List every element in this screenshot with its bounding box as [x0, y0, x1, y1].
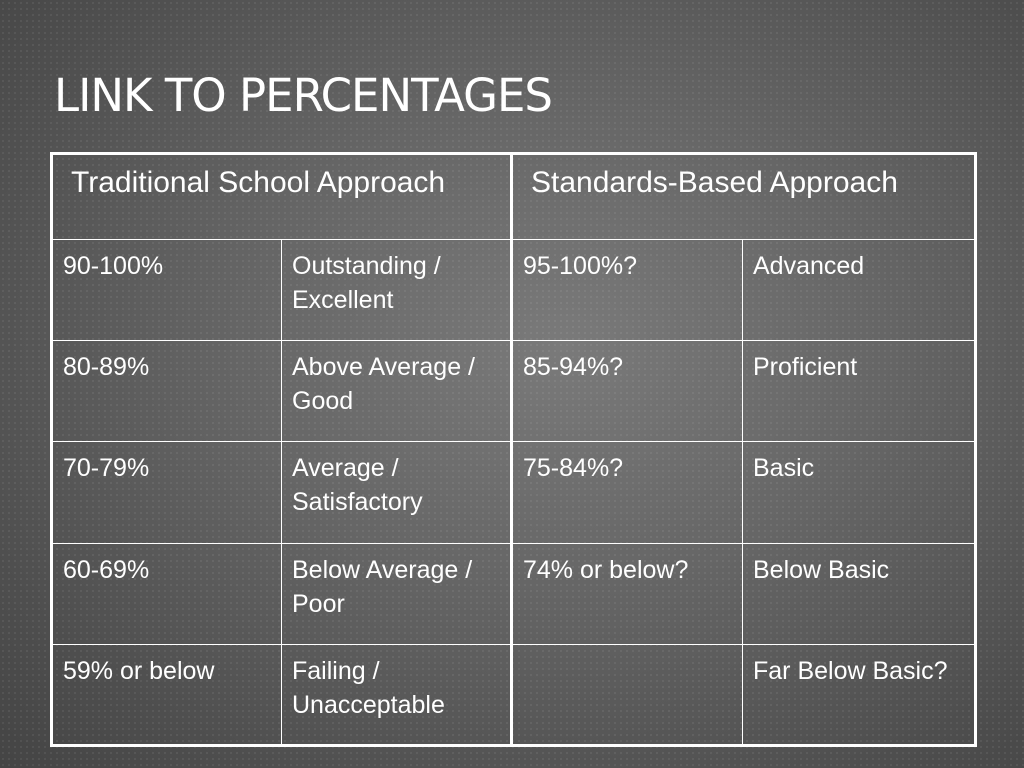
header-traditional-label: Traditional School Approach — [71, 166, 446, 199]
table-row: 80-89% Above Average / Good 85-94%? Prof… — [51, 340, 977, 443]
traditional-label-cell: Failing / Unacceptable — [281, 643, 512, 747]
grading-comparison-table: Traditional School Approach Standards-Ba… — [50, 152, 978, 747]
table-row: 59% or below Failing / Unacceptable Far … — [51, 643, 977, 747]
table-row: 60-69% Below Average / Poor 74% or below… — [51, 542, 977, 645]
standards-range-cell: 85-94%? — [510, 340, 743, 443]
table-header-row: Traditional School Approach Standards-Ba… — [51, 152, 977, 241]
standards-label-cell: Advanced — [741, 239, 977, 342]
slide-title: LINK TO PERCENTAGES — [54, 69, 553, 122]
traditional-range-cell: 80-89% — [51, 340, 282, 443]
standards-range-cell — [510, 643, 743, 747]
standards-range-cell: 74% or below? — [510, 542, 743, 645]
table-row: 90-100% Outstanding / Excellent 95-100%?… — [51, 239, 977, 342]
standards-range-cell: 75-84%? — [510, 441, 743, 544]
traditional-range-cell: 59% or below — [51, 643, 282, 747]
traditional-range-cell: 60-69% — [51, 542, 282, 645]
standards-label-cell: Far Below Basic? — [741, 643, 977, 747]
standards-range-cell: 95-100%? — [510, 239, 743, 342]
header-standards-label: Standards-Based Approach — [531, 166, 898, 199]
traditional-label-cell: Below Average / Poor — [281, 542, 512, 645]
traditional-label-cell: Outstanding / Excellent — [281, 239, 512, 342]
standards-label-cell: Below Basic — [741, 542, 977, 645]
traditional-range-cell: 70-79% — [51, 441, 282, 544]
traditional-label-cell: Average / Satisfactory — [281, 441, 512, 544]
traditional-label-cell: Above Average / Good — [281, 340, 512, 443]
standards-label-cell: Proficient — [741, 340, 977, 443]
header-traditional: Traditional School Approach — [51, 152, 512, 241]
traditional-range-cell: 90-100% — [51, 239, 282, 342]
standards-label-cell: Basic — [741, 441, 977, 544]
table-row: 70-79% Average / Satisfactory 75-84%? Ba… — [51, 441, 977, 544]
header-standards: Standards-Based Approach — [509, 152, 977, 241]
